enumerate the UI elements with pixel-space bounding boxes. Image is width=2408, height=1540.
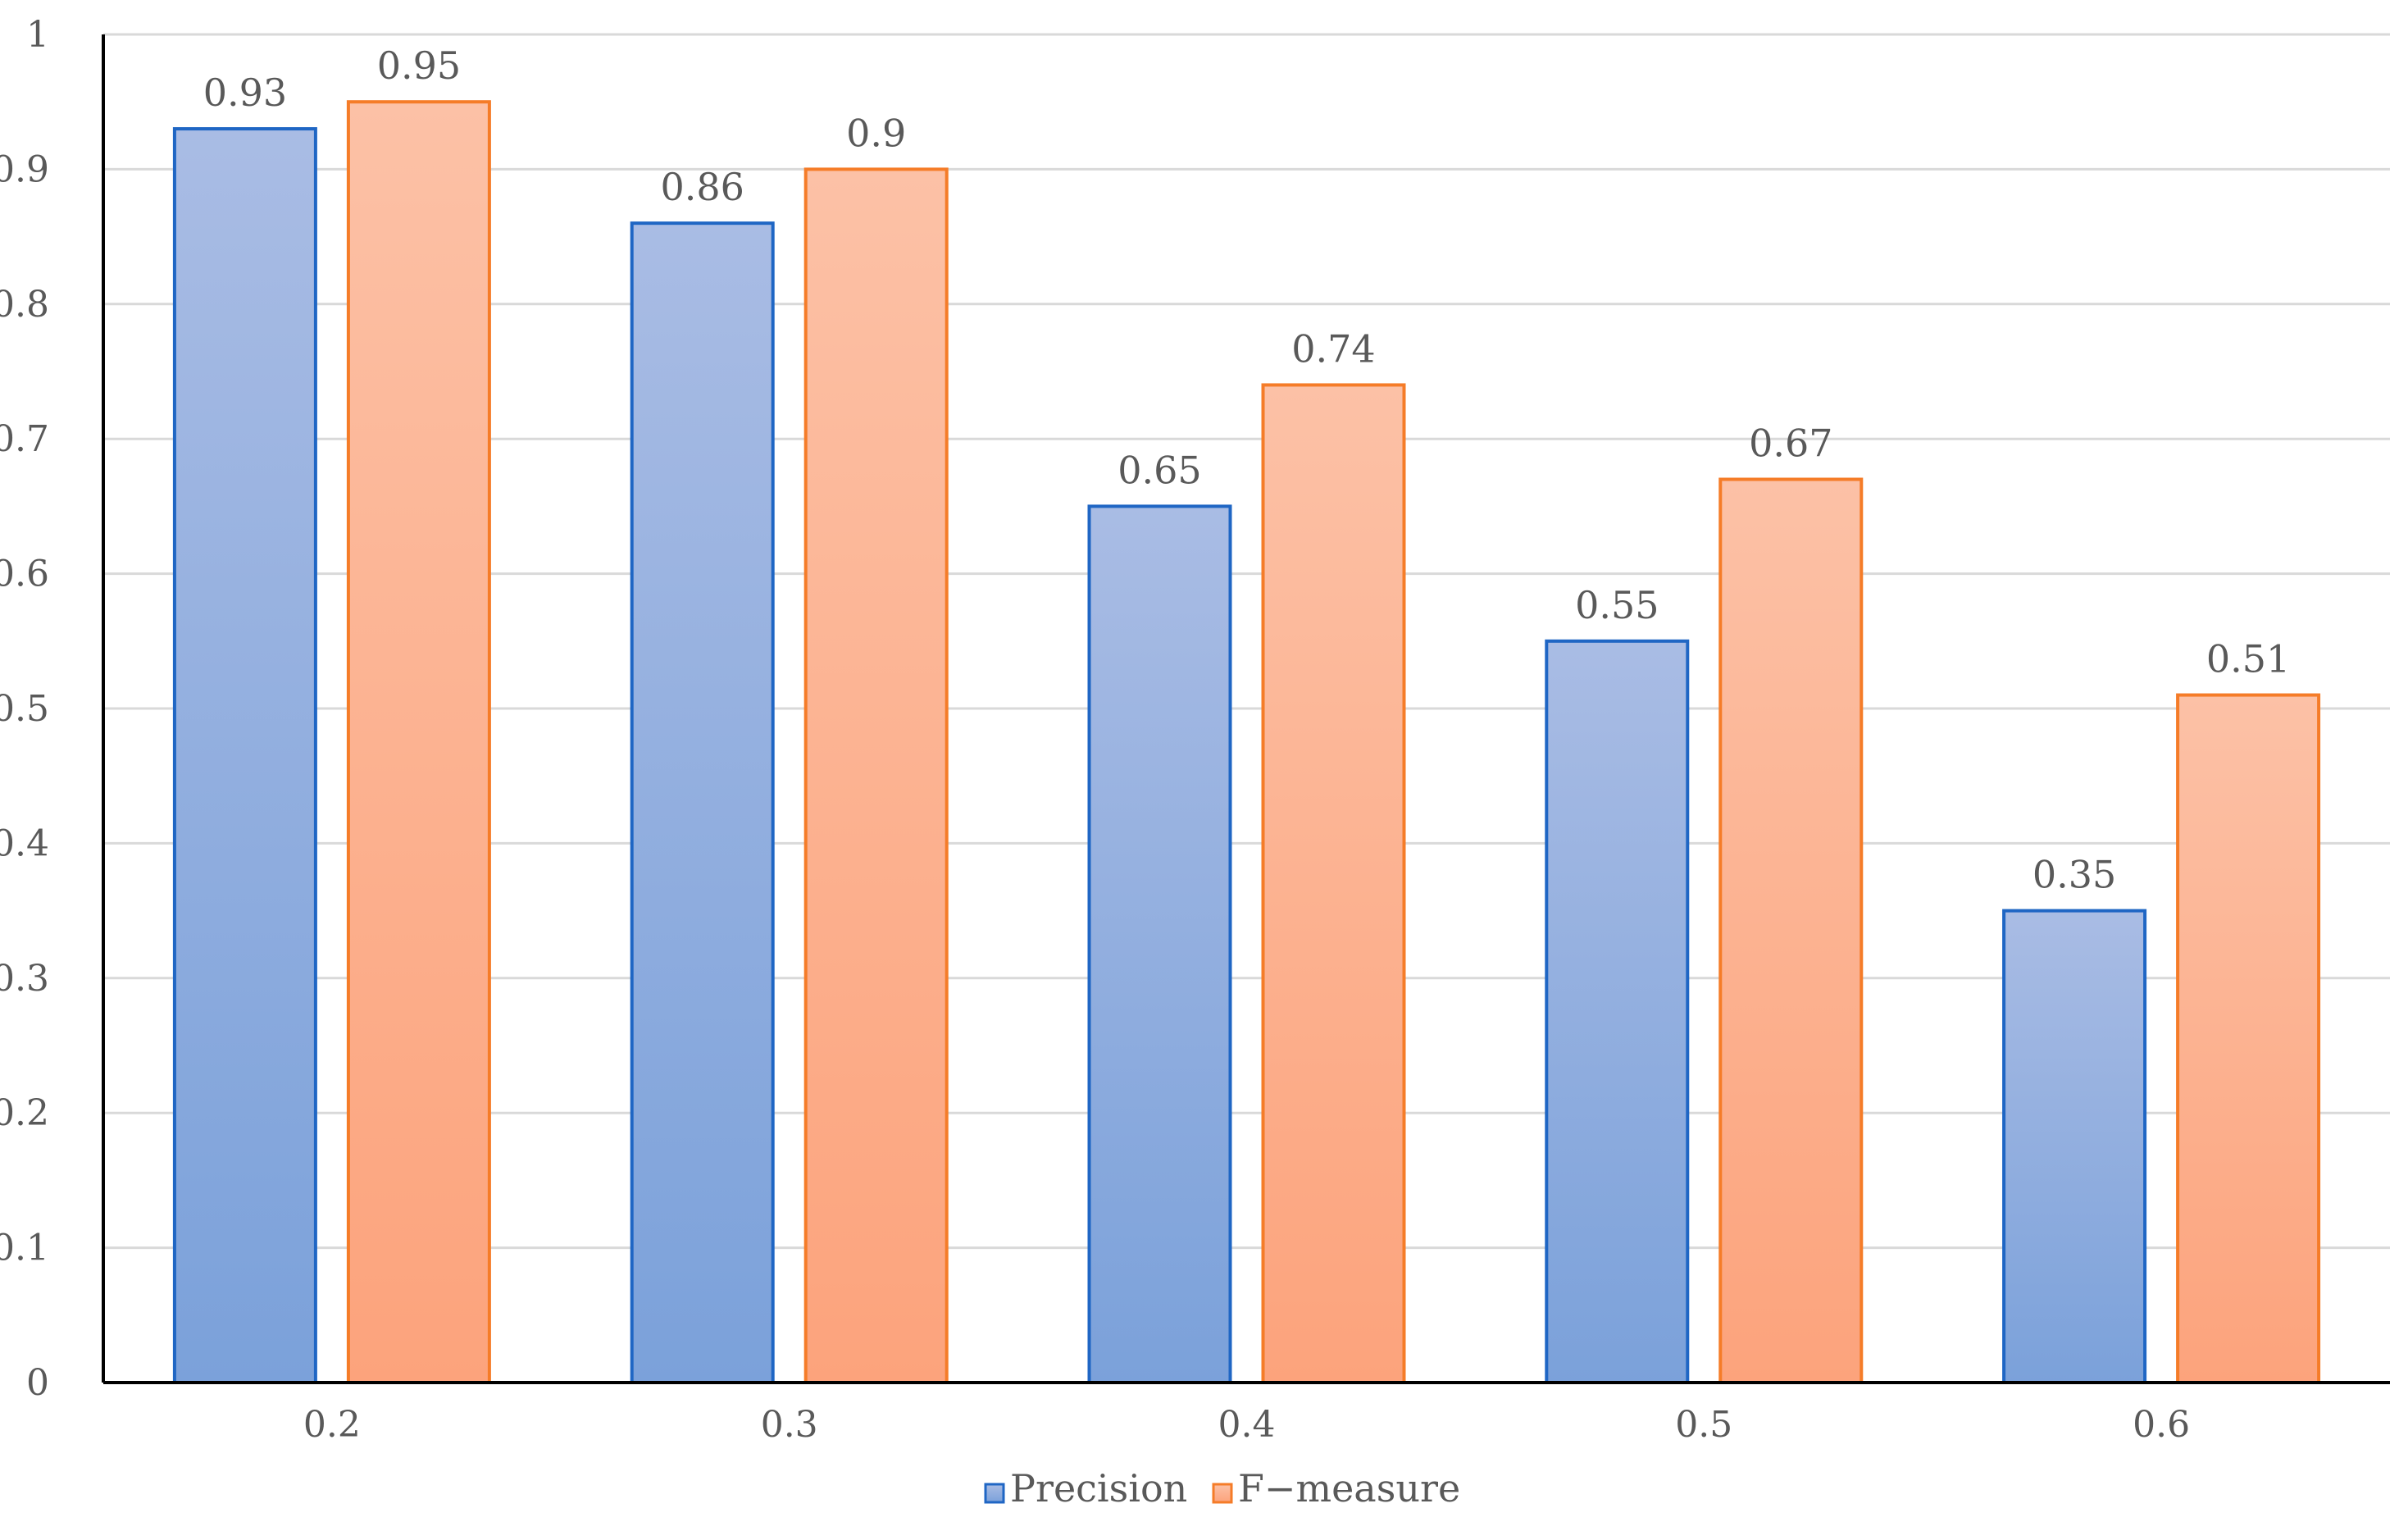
- bar-f-measure-0.4: [1261, 383, 1406, 1385]
- x-tick-label: 0.3: [761, 1404, 818, 1446]
- data-label: 0.86: [660, 165, 744, 209]
- data-label: 0.65: [1118, 448, 1201, 492]
- y-tick-label: 0.5: [0, 688, 49, 730]
- legend-swatch-f-measure: [1212, 1483, 1233, 1504]
- legend-label-f-measure: F−measure: [1238, 1466, 1460, 1510]
- legend: Precision F−measure: [984, 1466, 1460, 1510]
- y-tick-label: 0.6: [0, 554, 49, 595]
- y-tick-label: 0.8: [0, 284, 49, 326]
- bar-precision-0.2: [172, 127, 317, 1385]
- data-label: 0.95: [377, 43, 461, 88]
- data-label: 0.35: [2032, 853, 2116, 897]
- bar-f-measure-0.5: [1718, 477, 1864, 1384]
- bar-precision-0.3: [630, 221, 775, 1384]
- bars: [172, 100, 2321, 1385]
- data-label: 0.55: [1575, 583, 1659, 627]
- y-tick-label: 0.9: [0, 148, 49, 190]
- bar-precision-0.4: [1087, 504, 1232, 1384]
- x-tick-label: 0.4: [1218, 1404, 1276, 1446]
- y-tick-label: 0.3: [0, 958, 49, 1000]
- data-label: 0.67: [1749, 421, 1832, 466]
- legend-label-precision: Precision: [1010, 1466, 1187, 1510]
- data-label: 0.51: [2206, 637, 2290, 681]
- data-label: 0.74: [1291, 326, 1375, 371]
- y-tick-label: 0.2: [0, 1092, 49, 1134]
- bar-f-measure-0.3: [803, 167, 949, 1384]
- axes: [102, 34, 2390, 1384]
- x-tick-label: 0.5: [1675, 1404, 1732, 1446]
- bar-f-measure-0.6: [2176, 693, 2321, 1384]
- y-tick-label: 0.1: [0, 1228, 49, 1269]
- data-label: 0.93: [203, 71, 287, 115]
- legend-swatch-precision: [984, 1483, 1005, 1504]
- data-label: 0.9: [846, 111, 906, 155]
- y-tick-label: 0: [26, 1362, 49, 1404]
- labels: 0 0.1 0.2 0.3 0.4 0.5 0.6 0.7 0.8 0.9 1 0.93 0.95 0.2…: [0, 14, 2290, 1446]
- bar-f-measure-0.2: [346, 100, 491, 1385]
- y-tick-label: 1: [26, 14, 49, 56]
- y-tick-label: 0.7: [0, 418, 49, 460]
- y-tick-label: 0.4: [0, 822, 49, 864]
- bar-precision-0.5: [1545, 639, 1690, 1384]
- bar-precision-0.6: [2002, 909, 2147, 1384]
- x-tick-label: 0.2: [303, 1404, 361, 1446]
- x-tick-label: 0.6: [2133, 1404, 2190, 1446]
